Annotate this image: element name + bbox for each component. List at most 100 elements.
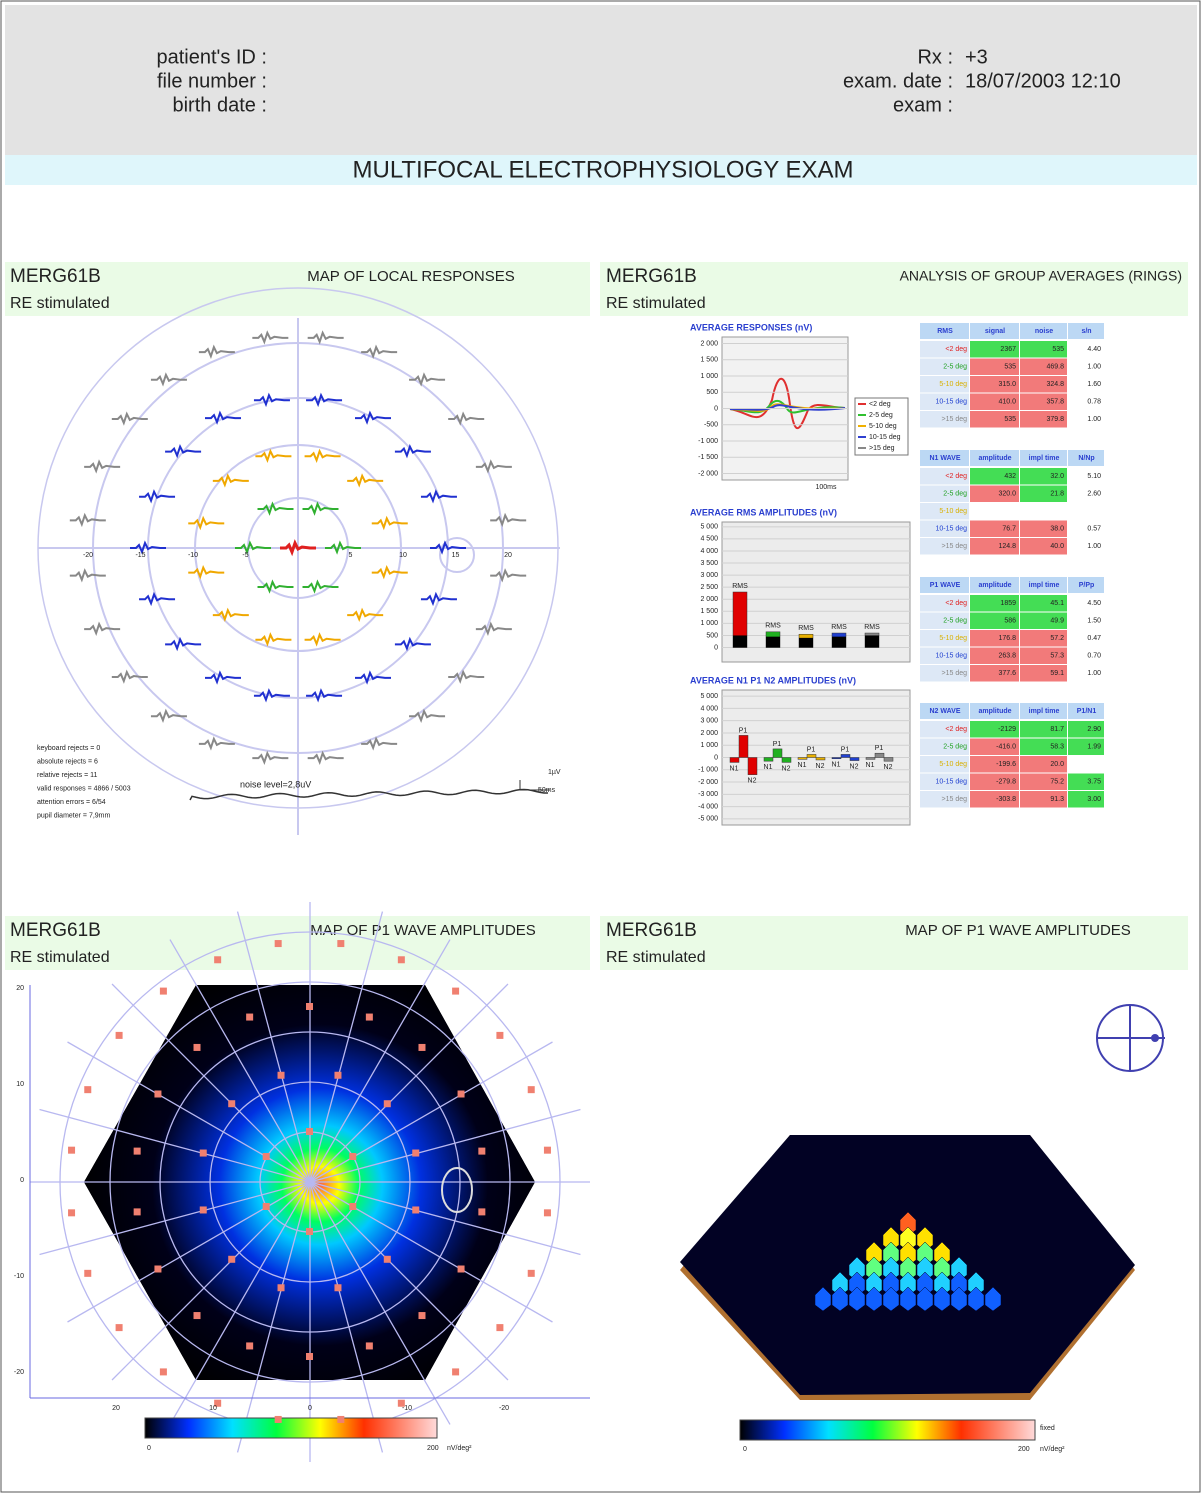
waveform — [280, 539, 316, 557]
heading: MAP OF P1 WAVE AMPLITUDES — [905, 922, 1131, 939]
cell — [1068, 665, 1104, 682]
grid-spoke — [309, 1181, 384, 1453]
cell-text: 57.3 — [1050, 652, 1064, 659]
local-response-map — [37, 287, 560, 835]
cell-text: 0.78 — [1087, 398, 1101, 405]
band — [5, 916, 590, 970]
sample-point — [214, 1399, 222, 1407]
waveform — [252, 750, 289, 765]
y-tick-label: 10 — [16, 1081, 24, 1088]
cell — [1068, 376, 1104, 393]
bar — [883, 757, 894, 762]
cell — [1020, 791, 1067, 808]
cell-text: 91.3 — [1050, 796, 1064, 803]
noise-bar — [832, 636, 846, 648]
waveform — [394, 443, 431, 459]
cell-text: <2 deg — [945, 726, 967, 733]
waveform — [84, 621, 121, 636]
bar — [763, 757, 774, 762]
cell — [920, 647, 969, 664]
surface-cell — [882, 1256, 900, 1282]
cell-text: 535 — [1004, 363, 1016, 370]
y-tick-label: 1 000 — [700, 620, 718, 627]
bar-label: RMS — [732, 583, 748, 590]
sample-point — [334, 1071, 342, 1079]
cell — [920, 485, 969, 502]
surface-cell — [933, 1271, 951, 1297]
sample-point — [496, 1324, 504, 1332]
sample-point — [306, 1128, 313, 1135]
surface-cell — [882, 1286, 900, 1312]
cell — [920, 738, 969, 755]
cell-text: 32.0 — [1050, 473, 1064, 480]
cell-text: 58.3 — [1050, 743, 1064, 750]
cell-text: 2-5 deg — [943, 743, 967, 750]
cell — [1068, 756, 1104, 773]
cell — [1020, 468, 1067, 485]
waveform — [205, 670, 241, 685]
y-tick-label: -3 000 — [698, 791, 718, 798]
header-text: N1 WAVE — [930, 455, 961, 462]
bar — [840, 754, 851, 758]
ring-tick-label: -20 — [83, 552, 93, 559]
sample-point — [543, 1146, 551, 1154]
note: pupil diameter = 7,9mm — [37, 812, 111, 819]
header-cell — [920, 323, 969, 339]
sample-point — [478, 1147, 486, 1155]
surface-cell — [814, 1286, 832, 1312]
ring-tick-label: -10 — [188, 552, 198, 559]
sample-point — [159, 1368, 167, 1376]
cell-text: 49.9 — [1050, 617, 1064, 624]
cell-text: 379.8 — [1046, 416, 1064, 423]
y-tick-label: -10 — [14, 1273, 24, 1280]
grid-spoke — [309, 1181, 451, 1425]
cell — [1068, 358, 1104, 375]
p1-heatmap: 0 200 nV/deg² — [29, 902, 590, 1462]
sample-point — [277, 1071, 285, 1079]
cell — [920, 393, 969, 410]
cell — [1020, 721, 1067, 738]
cell — [970, 595, 1019, 612]
cell — [920, 538, 969, 555]
sample-point — [68, 1146, 76, 1154]
sample-point — [306, 1228, 313, 1235]
cell — [970, 647, 1019, 664]
surface-cell — [848, 1256, 866, 1282]
p1-3d-map: fixed 0 200 nV/deg² — [680, 1004, 1165, 1453]
waveform — [235, 540, 271, 555]
bar-label: N1 — [866, 762, 875, 769]
surface-cell — [831, 1286, 849, 1312]
bar — [865, 757, 876, 760]
cell — [970, 393, 1019, 410]
note: keyboard rejects = 0 — [37, 745, 100, 752]
bar-label: P1 — [773, 741, 782, 748]
y-tick-label: 500 — [706, 632, 718, 639]
sample-point — [154, 1265, 162, 1273]
note: valid responses = 4866 / 5003 — [37, 785, 131, 792]
cell — [920, 503, 969, 520]
legend-label: 5-10 deg — [869, 423, 897, 430]
band — [600, 916, 1188, 970]
waveform — [212, 473, 249, 488]
sample-point — [418, 1312, 426, 1320]
bar-label: RMS — [831, 624, 847, 631]
cell-text: 1.00 — [1087, 670, 1101, 677]
header-text: P1/N1 — [1077, 708, 1097, 715]
sample-point — [337, 1415, 345, 1423]
cell — [970, 468, 1019, 485]
chart-title: AVERAGE N1 P1 N2 AMPLITUDES (nV) — [690, 675, 856, 685]
waveform — [255, 632, 292, 647]
waveform — [347, 473, 384, 488]
sample-point — [228, 1100, 236, 1108]
waveform — [253, 688, 290, 703]
surface-cell — [899, 1286, 917, 1312]
x-tick-label: -10 — [402, 1405, 412, 1412]
cell — [920, 612, 969, 629]
cell-text: <2 deg — [945, 600, 967, 607]
sample-point — [496, 1031, 504, 1039]
sample-point — [543, 1209, 551, 1217]
grid-spoke — [309, 1181, 581, 1256]
cell-text: 45.1 — [1050, 600, 1064, 607]
bar-label: N1 — [764, 764, 773, 771]
cell-text: 1.00 — [1087, 543, 1101, 550]
